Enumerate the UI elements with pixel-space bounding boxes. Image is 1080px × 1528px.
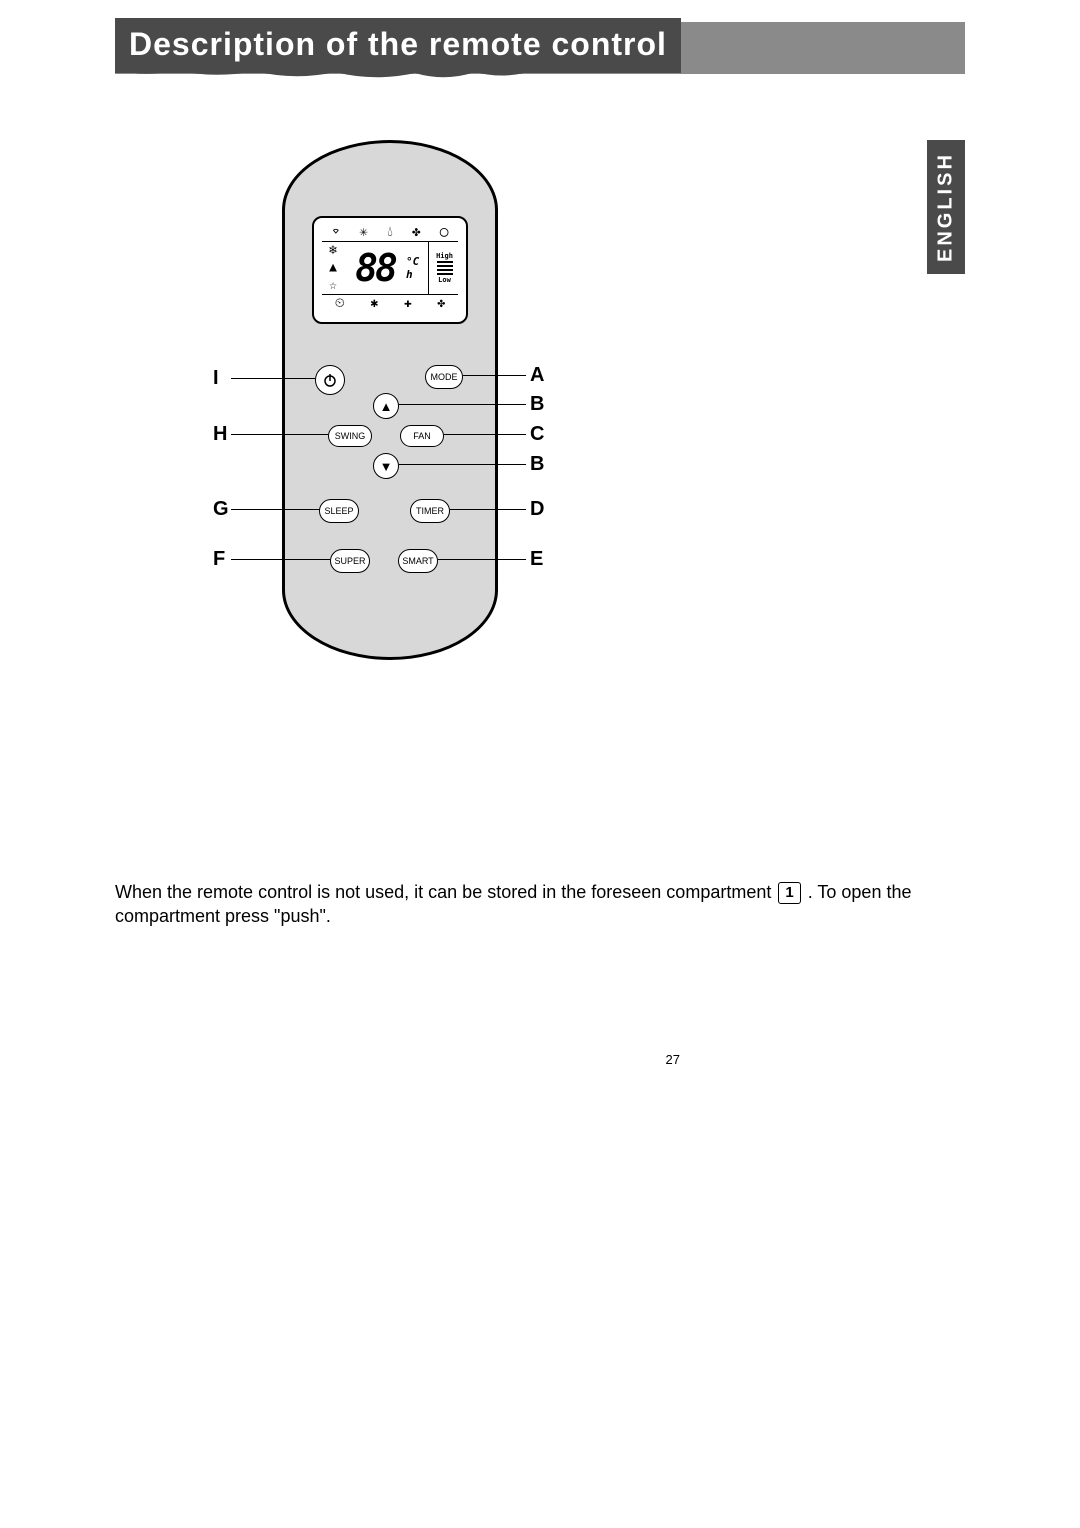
- lcd-unit-h: h: [406, 268, 426, 281]
- star2-icon: ✱: [371, 296, 379, 311]
- callout-B: B: [530, 453, 544, 476]
- lcd-unit-c: °C: [406, 255, 426, 268]
- sun-icon: ✳: [359, 224, 367, 240]
- down-button[interactable]: ▼: [373, 453, 399, 479]
- body-paragraph: When the remote control is not used, it …: [115, 880, 965, 929]
- circle-icon: ◯: [440, 224, 448, 240]
- fan-icon: ✤: [412, 224, 420, 240]
- page-number: 27: [666, 1052, 680, 1067]
- callout-E: E: [530, 548, 543, 571]
- timer-button[interactable]: TIMER: [410, 499, 450, 523]
- lcd-left-icons: ❄︎ ▲ ☆: [322, 242, 344, 294]
- fan-button[interactable]: FAN: [400, 425, 444, 447]
- smart-button[interactable]: SMART: [398, 549, 438, 573]
- remote-diagram: ⌔ ✳ 💧︎ ✤ ◯ ❄︎ ▲ ☆ 88 °C h High Low ⏲: [200, 140, 800, 840]
- callout-line: [399, 464, 526, 465]
- callout-line: [463, 375, 526, 376]
- body-text-part1: When the remote control is not used, it …: [115, 882, 776, 902]
- drop-icon: 💧︎: [387, 224, 393, 240]
- callout-H: H: [213, 423, 227, 446]
- callout-line: [438, 559, 526, 560]
- callout-line: [444, 434, 526, 435]
- callout-B: B: [530, 393, 544, 416]
- signal-icon: ⌔: [332, 224, 340, 240]
- lcd-screen: ⌔ ✳ 💧︎ ✤ ◯ ❄︎ ▲ ☆ 88 °C h High Low ⏲: [312, 216, 468, 324]
- snow-icon: ❄︎: [322, 243, 344, 258]
- language-tab: ENGLISH: [927, 140, 965, 274]
- callout-D: D: [530, 498, 544, 521]
- callout-line: [231, 559, 330, 560]
- fan-high-label: High: [436, 252, 453, 260]
- plus-icon: ✚: [404, 296, 412, 311]
- callout-line: [231, 434, 328, 435]
- lcd-digits: 88: [344, 242, 406, 294]
- lcd-top-icons: ⌔ ✳ 💧︎ ✤ ◯: [322, 224, 458, 242]
- lcd-bottom-icons: ⏲︎ ✱ ✚ ✤: [322, 294, 458, 310]
- up-icon: ▲: [322, 260, 344, 275]
- swing-button[interactable]: SWING: [328, 425, 372, 447]
- sleep-button[interactable]: SLEEP: [319, 499, 359, 523]
- callout-A: A: [530, 364, 544, 387]
- compartment-ref: 1: [778, 882, 800, 904]
- callout-F: F: [213, 548, 225, 571]
- callout-line: [231, 378, 315, 379]
- callout-C: C: [530, 423, 544, 446]
- callout-line: [231, 509, 319, 510]
- fan-low-label: Low: [438, 276, 451, 284]
- callout-line: [399, 404, 526, 405]
- mode-button[interactable]: MODE: [425, 365, 463, 389]
- callout-G: G: [213, 498, 229, 521]
- clock-icon: ⏲︎: [335, 296, 345, 311]
- power-button[interactable]: [315, 365, 345, 395]
- callout-line: [450, 509, 526, 510]
- up-button[interactable]: ▲: [373, 393, 399, 419]
- callout-I: I: [213, 367, 219, 390]
- torn-edge-decoration: [115, 64, 575, 82]
- lcd-fan-level: High Low: [428, 242, 458, 294]
- star-icon: ☆: [322, 278, 344, 293]
- super-button[interactable]: SUPER: [330, 549, 370, 573]
- fan2-icon: ✤: [437, 296, 445, 311]
